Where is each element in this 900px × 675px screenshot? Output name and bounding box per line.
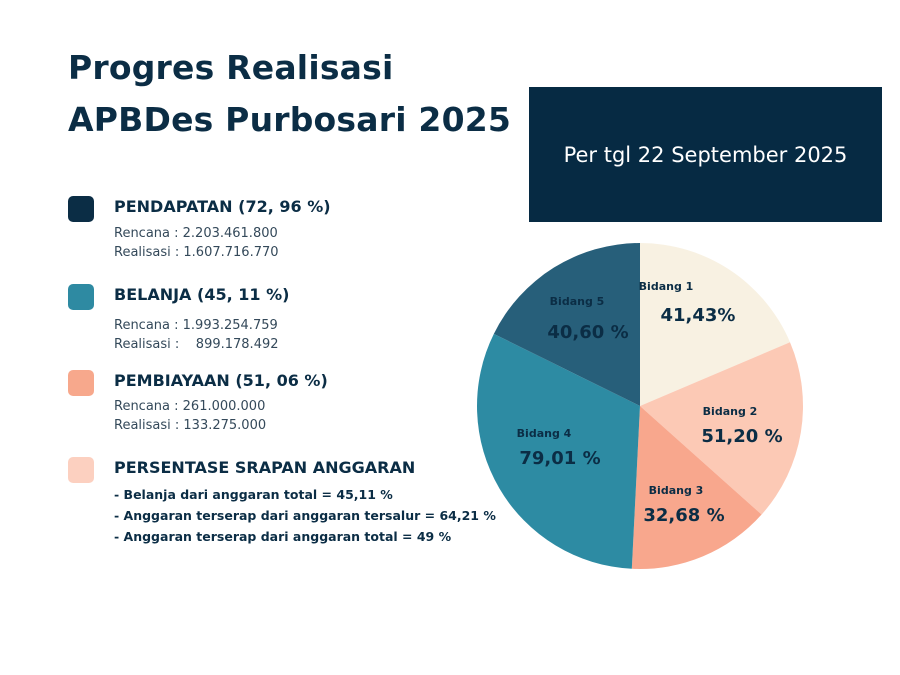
slice-label-bidang-2: Bidang 2 (703, 405, 758, 418)
slice-value-bidang-1: 41,43% (661, 305, 736, 326)
pie-slice-bidang-5 (493, 243, 640, 406)
pie-slice-bidang-4 (477, 333, 640, 569)
slice-label-bidang-4: Bidang 4 (517, 427, 572, 440)
pembiayaan-realisasi: Realisasi : 133.275.000 (114, 418, 267, 433)
pie-slice-bidang-3 (631, 406, 762, 569)
date-label: Per tgl 22 September 2025 (563, 142, 848, 167)
date-banner: Per tgl 22 September 2025 (529, 87, 882, 222)
pie-slice-bidang-2 (640, 342, 804, 515)
legend-label-pembiayaan: PEMBIAYAAN (51, 06 %) (114, 371, 328, 390)
legend-label-pendapatan: PENDAPATAN (72, 96 %) (114, 197, 331, 216)
slice-label-bidang-3: Bidang 3 (649, 484, 704, 497)
slice-value-bidang-2: 51,20 % (701, 426, 782, 447)
serapan-item: - Anggaran terserap dari anggaran tersal… (114, 508, 496, 523)
legend-label-serapan: PERSENTASE SRAPAN ANGGARAN (114, 458, 416, 477)
belanja-realisasi: Realisasi : 899.178.492 (114, 337, 279, 352)
slice-label-bidang-1: Bidang 1 (639, 280, 694, 293)
pie-slice-bidang-1 (640, 243, 790, 406)
legend-swatch-belanja (68, 284, 94, 310)
page-title: Progres Realisasi APBDes Purbosari 2025 (68, 42, 511, 146)
slice-value-bidang-4: 79,01 % (519, 448, 600, 469)
slice-label-bidang-5: Bidang 5 (550, 295, 605, 308)
legend-swatch-serapan (68, 457, 94, 483)
pendapatan-realisasi: Realisasi : 1.607.716.770 (114, 245, 279, 260)
title-line-2: APBDes Purbosari 2025 (68, 100, 512, 139)
legend-swatch-pendapatan (68, 196, 94, 222)
pendapatan-rencana: Rencana : 2.203.461.800 (114, 226, 278, 241)
title-line-1: Progres Realisasi (68, 48, 394, 87)
legend-label-belanja: BELANJA (45, 11 %) (114, 285, 290, 304)
belanja-rencana: Rencana : 1.993.254.759 (114, 318, 278, 333)
slice-value-bidang-3: 32,68 % (643, 505, 724, 526)
serapan-item: - Belanja dari anggaran total = 45,11 % (114, 487, 393, 502)
pembiayaan-rencana: Rencana : 261.000.000 (114, 399, 266, 414)
serapan-item: - Anggaran terserap dari anggaran total … (114, 529, 452, 544)
slice-value-bidang-5: 40,60 % (547, 322, 628, 343)
legend-swatch-pembiayaan (68, 370, 94, 396)
